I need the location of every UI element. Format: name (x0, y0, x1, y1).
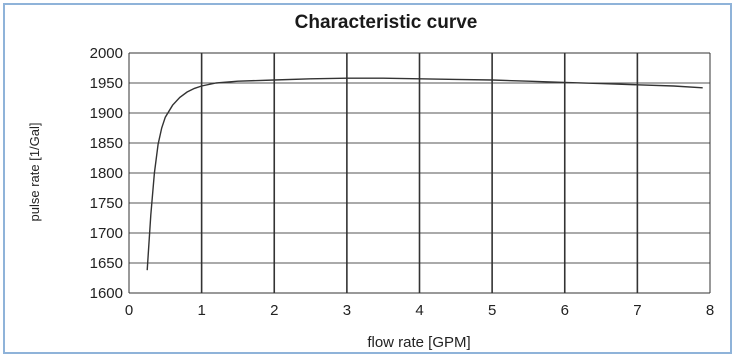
y-axis-label: pulse rate [1/Gal] (27, 123, 42, 222)
x-axis-label: flow rate [GPM] (367, 334, 470, 351)
pulse-rate-curve (146, 77, 703, 271)
x-tick-label: 5 (488, 302, 496, 319)
x-tick-label: 4 (415, 302, 423, 319)
chart-title: Characteristic curve (295, 12, 478, 33)
tick-labels: 1600 1650 1700 1750 1800 1850 1900 1950 2000 0 1 2 3… (90, 45, 715, 319)
y-tick-label: 1650 (90, 255, 123, 272)
y-tick-label: 1600 (90, 285, 123, 302)
y-tick-label: 1700 (90, 225, 123, 242)
y-tick-label: 1950 (90, 75, 123, 92)
y-tick-label: 1900 (90, 105, 123, 122)
grid-layer (128, 52, 711, 294)
y-tick-label: 2000 (90, 45, 123, 62)
x-tick-label: 7 (633, 302, 641, 319)
y-tick-label: 1850 (90, 135, 123, 152)
y-tick-label: 1800 (90, 165, 123, 182)
x-tick-label: 1 (197, 302, 205, 319)
x-tick-label: 3 (343, 302, 351, 319)
x-tick-label: 6 (561, 302, 569, 319)
x-tick-label: 8 (706, 302, 714, 319)
chart-frame (3, 3, 732, 354)
x-tick-label: 2 (270, 302, 278, 319)
x-tick-label: 0 (125, 302, 133, 319)
y-tick-label: 1750 (90, 195, 123, 212)
